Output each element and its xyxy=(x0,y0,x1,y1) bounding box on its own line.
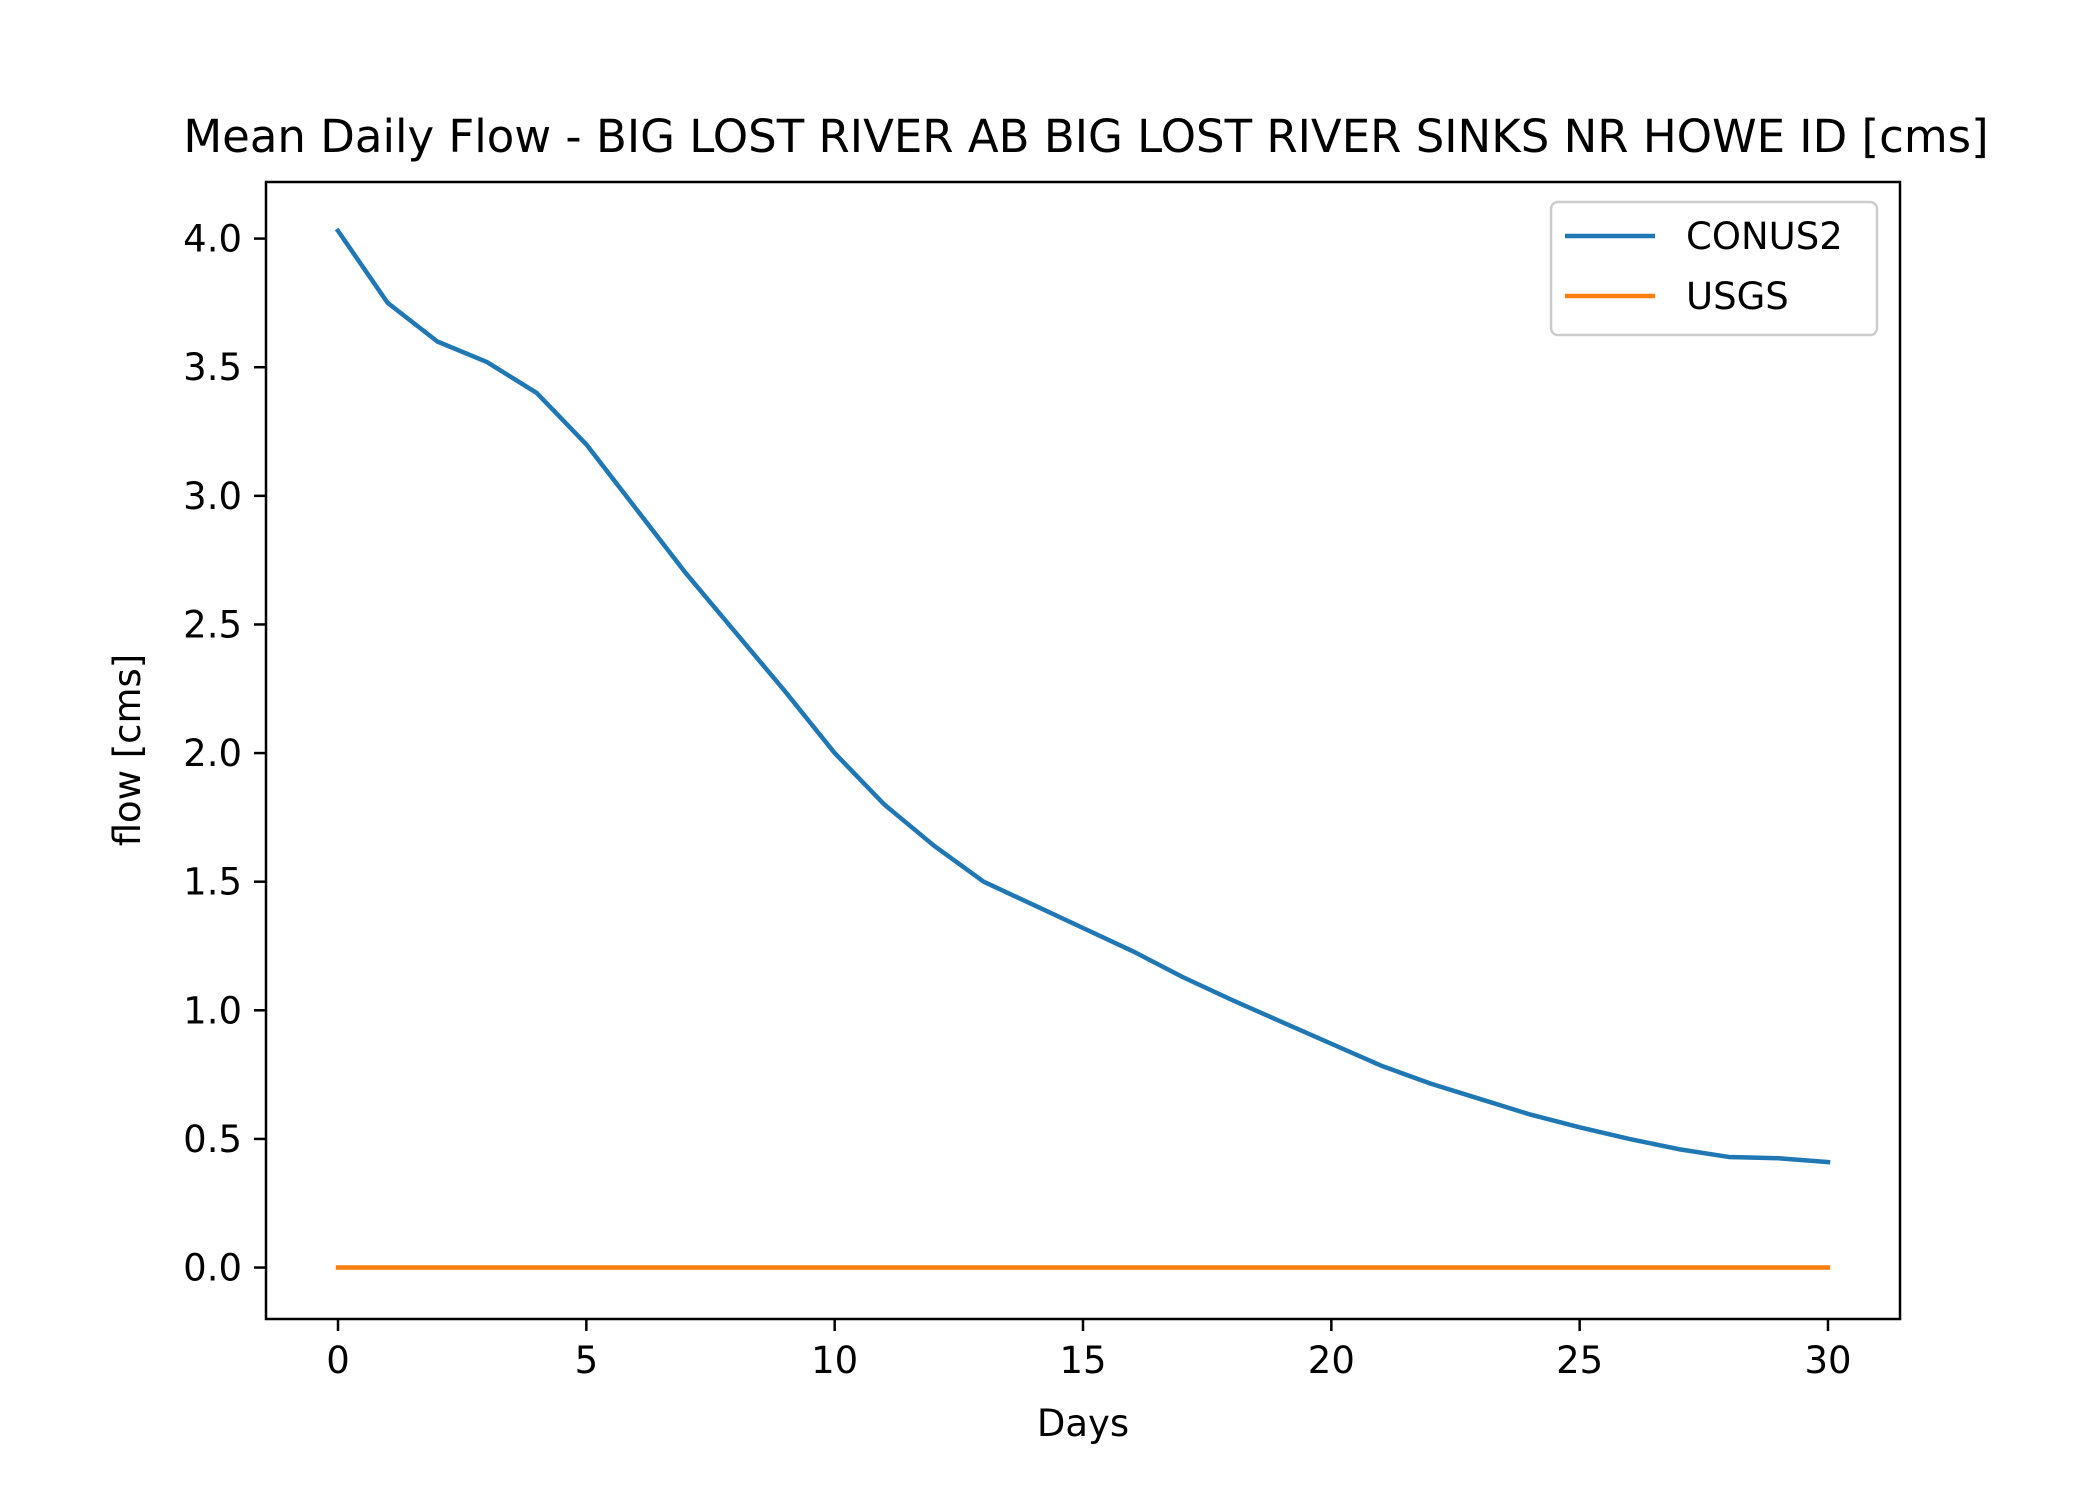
chart-title: Mean Daily Flow - BIG LOST RIVER AB BIG … xyxy=(183,110,1988,163)
x-tick-label: 0 xyxy=(326,1339,350,1382)
x-axis-label: Days xyxy=(1037,1402,1129,1445)
y-tick-label: 2.5 xyxy=(183,603,242,646)
y-tick-label: 3.5 xyxy=(183,346,242,389)
y-tick-label: 1.0 xyxy=(183,989,242,1032)
x-tick-label: 10 xyxy=(811,1339,858,1382)
y-axis-label: flow [cms] xyxy=(106,654,149,847)
legend: CONUS2 USGS xyxy=(1549,200,1879,337)
y-tick-label: 0.5 xyxy=(183,1118,242,1161)
legend-label-conus2: CONUS2 xyxy=(1686,215,1843,258)
legend-label-usgs: USGS xyxy=(1686,275,1789,318)
x-tick-label: 20 xyxy=(1308,1339,1355,1382)
y-tick-label: 3.0 xyxy=(183,475,242,518)
x-tick-label: 25 xyxy=(1556,1339,1603,1382)
x-axis-ticks: 0 5 10 15 20 25 30 xyxy=(326,1319,1852,1382)
x-tick-label: 15 xyxy=(1059,1339,1106,1382)
y-tick-label: 1.5 xyxy=(183,861,242,904)
y-tick-label: 4.0 xyxy=(183,218,242,261)
y-tick-label: 2.0 xyxy=(183,732,242,775)
y-axis-ticks: 0.0 0.5 1.0 1.5 2.0 2.5 3.0 3.5 4.0 xyxy=(183,218,266,1290)
y-tick-label: 0.0 xyxy=(183,1247,242,1290)
plot-lines xyxy=(334,227,1831,1270)
x-tick-label: 5 xyxy=(575,1339,599,1382)
series-line-conus2 xyxy=(334,227,1831,1165)
x-tick-label: 30 xyxy=(1804,1339,1851,1382)
